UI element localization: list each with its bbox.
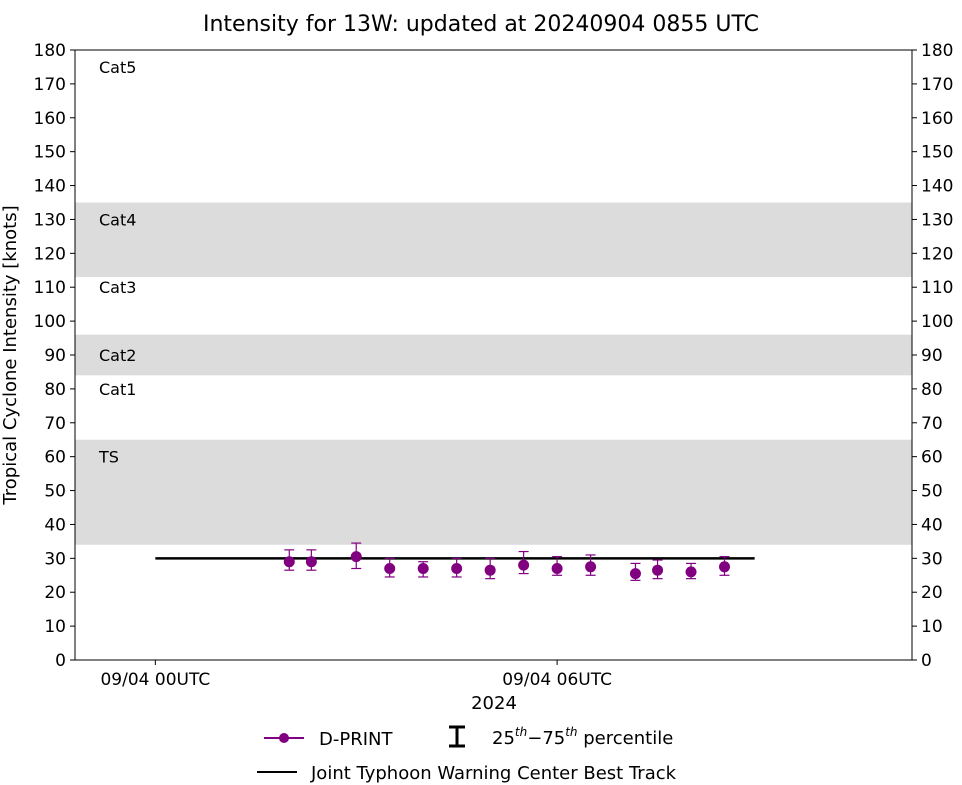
legend-besttrack-label: Joint Typhoon Warning Center Best Track — [310, 763, 677, 784]
y-tick-label-left-50: 50 — [44, 482, 66, 502]
data-point-4 — [417, 563, 429, 574]
y-tick-label-right-150: 150 — [921, 143, 953, 163]
data-point-2 — [350, 551, 362, 563]
legend: D-PRINT 25th−75th percentile Joint Typho… — [257, 725, 677, 784]
y-tick-label-right-70: 70 — [921, 414, 943, 434]
category-band-2 — [75, 202, 912, 278]
legend-dprint-label: D-PRINT — [319, 729, 393, 750]
y-tick-label-left-90: 90 — [44, 346, 66, 366]
chart-title: Intensity for 13W: updated at 20240904 0… — [203, 12, 759, 37]
intensity-bands — [75, 202, 912, 545]
y-tick-label-right-60: 60 — [921, 448, 943, 468]
y-tick-label-right-120: 120 — [921, 244, 953, 264]
data-point-9 — [585, 561, 597, 573]
y-axis-left: 0 10 20 30 40 50 60 70 80 90 100 110 120 130 140 150 160… — [34, 41, 75, 671]
legend-dprint-marker — [279, 733, 289, 743]
data-point-7 — [518, 559, 530, 571]
y-tick-label-left-100: 100 — [34, 312, 66, 332]
data-point-8 — [551, 563, 563, 574]
y-tick-label-right-20: 20 — [921, 583, 943, 603]
y-tick-label-right-0: 0 — [921, 651, 932, 671]
legend-percentile-label: 25th−75th percentile — [492, 725, 673, 749]
y-tick-label-right-160: 160 — [921, 109, 953, 129]
y-tick-label-right-100: 100 — [921, 312, 953, 332]
y-tick-label-left-110: 110 — [34, 278, 66, 298]
y-tick-label-left-120: 120 — [34, 244, 66, 264]
y-axis-label: Tropical Cyclone Intensity [knots] — [0, 205, 21, 505]
y-tick-label-left-70: 70 — [44, 414, 66, 434]
category-label-cat5: Cat5 — [99, 58, 136, 77]
dprint-points — [283, 542, 731, 581]
data-point-12 — [685, 566, 697, 578]
y-tick-label-left-140: 140 — [34, 177, 66, 197]
category-labels: Cat5 Cat4 Cat3 Cat2 Cat1 TS — [98, 58, 136, 467]
y-tick-label-right-110: 110 — [921, 278, 953, 298]
data-point-6 — [484, 564, 496, 576]
x-axis: 09/04 00UTC 09/04 06UTC — [100, 660, 612, 690]
x-tick-label-0: 09/04 00UTC — [100, 670, 210, 690]
y-tick-label-right-140: 140 — [921, 177, 953, 197]
x-axis-label: 2024 — [471, 693, 517, 714]
data-point-1 — [305, 556, 317, 568]
y-tick-label-right-130: 130 — [921, 210, 953, 230]
y-tick-label-right-10: 10 — [921, 617, 943, 637]
y-tick-label-right-40: 40 — [921, 515, 943, 535]
y-tick-label-left-130: 130 — [34, 210, 66, 230]
y-tick-label-left-30: 30 — [44, 549, 66, 569]
y-tick-label-left-80: 80 — [44, 380, 66, 400]
y-tick-label-left-170: 170 — [34, 75, 66, 95]
data-point-5 — [451, 563, 463, 574]
category-label-ts: TS — [98, 448, 119, 467]
y-tick-label-left-160: 160 — [34, 109, 66, 129]
y-tick-label-left-0: 0 — [55, 651, 66, 671]
legend-percentile-icon — [449, 725, 465, 748]
x-tick-label-1: 09/04 06UTC — [502, 670, 612, 690]
data-point-10 — [629, 568, 641, 580]
data-point-3 — [384, 563, 396, 574]
data-point-0 — [283, 556, 295, 568]
category-label-cat3: Cat3 — [99, 278, 136, 297]
y-tick-label-right-30: 30 — [921, 549, 943, 569]
category-label-cat1: Cat1 — [99, 380, 136, 399]
data-point-11 — [652, 564, 664, 576]
category-band-1 — [75, 334, 912, 376]
category-band-0 — [75, 439, 912, 545]
y-tick-label-right-90: 90 — [921, 346, 943, 366]
y-tick-label-left-40: 40 — [44, 515, 66, 535]
y-tick-label-left-20: 20 — [44, 583, 66, 603]
y-tick-label-right-180: 180 — [921, 41, 953, 61]
y-tick-label-left-60: 60 — [44, 448, 66, 468]
y-tick-label-right-50: 50 — [921, 482, 943, 502]
y-tick-label-right-170: 170 — [921, 75, 953, 95]
y-tick-label-left-180: 180 — [34, 41, 66, 61]
y-tick-label-right-80: 80 — [921, 380, 943, 400]
category-label-cat2: Cat2 — [99, 346, 136, 365]
category-label-cat4: Cat4 — [99, 210, 136, 229]
y-tick-label-left-150: 150 — [34, 143, 66, 163]
y-axis-right: 0 10 20 30 40 50 60 70 80 90 100 110 120 130 140 150 160… — [912, 41, 953, 671]
y-tick-label-left-10: 10 — [44, 617, 66, 637]
data-point-13 — [719, 561, 731, 573]
